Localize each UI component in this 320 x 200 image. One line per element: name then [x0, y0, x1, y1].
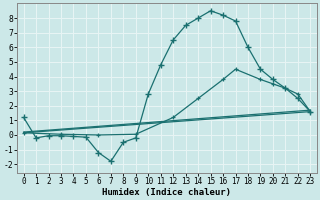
X-axis label: Humidex (Indice chaleur): Humidex (Indice chaleur)	[102, 188, 231, 197]
